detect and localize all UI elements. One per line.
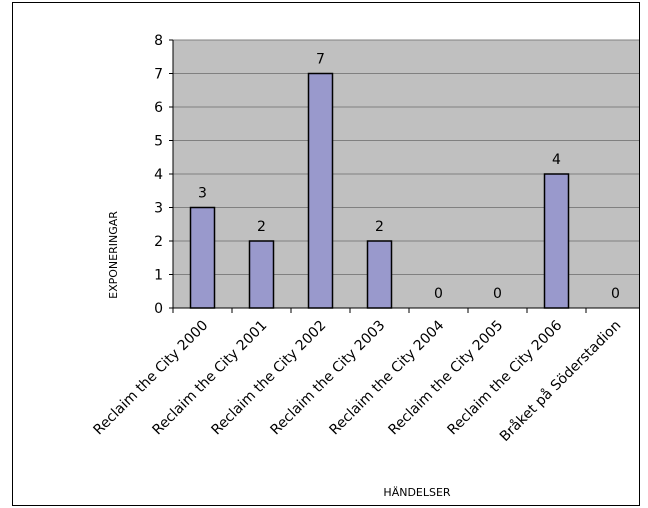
bar: [248, 240, 275, 309]
bars: [189, 72, 570, 309]
bar: [543, 173, 570, 309]
data-label: 0: [493, 286, 502, 302]
y-tick-label: 0: [154, 301, 163, 317]
y-tick-label: 1: [154, 268, 163, 284]
x-axis-title: HÄNDELSER: [383, 486, 451, 499]
data-labels: 3 2 7 2 0 0 4 0: [198, 52, 620, 303]
x-tick-label: Reclaim the City 2006: [445, 317, 566, 438]
y-tick-label: 7: [154, 67, 163, 83]
x-tick-label: Reclaim the City 2003: [268, 318, 389, 439]
x-tick-label: Reclaim the City 2005: [386, 318, 507, 439]
y-tick-label: 2: [154, 234, 163, 250]
data-label: 0: [434, 286, 443, 302]
bar: [189, 206, 216, 309]
y-axis-ticks: 0 1 2 3 4 5 6 7 8: [154, 33, 173, 317]
x-tick-label: Reclaim the City 2002: [209, 318, 330, 439]
x-tick-label: Bråket på Söderstadion: [496, 317, 624, 445]
data-label: 3: [198, 186, 207, 202]
x-tick-label: Reclaim the City 2000: [91, 318, 212, 439]
x-tick-label: Reclaim the City 2001: [150, 318, 271, 439]
data-label: 2: [375, 219, 384, 235]
bar: [366, 240, 393, 309]
data-label: 4: [552, 152, 561, 168]
y-tick-label: 6: [154, 100, 163, 116]
data-label: 0: [611, 286, 620, 302]
y-axis-title: EXPONERINGAR: [107, 211, 120, 299]
y-tick-label: 4: [154, 167, 163, 183]
y-tick-label: 8: [154, 33, 163, 49]
x-tick-label: Reclaim the City 2004: [327, 317, 448, 438]
y-tick-label: 5: [154, 134, 163, 150]
data-label: 2: [257, 219, 266, 235]
bar: [307, 72, 334, 309]
data-label: 7: [316, 52, 325, 68]
y-tick-label: 3: [154, 201, 163, 217]
